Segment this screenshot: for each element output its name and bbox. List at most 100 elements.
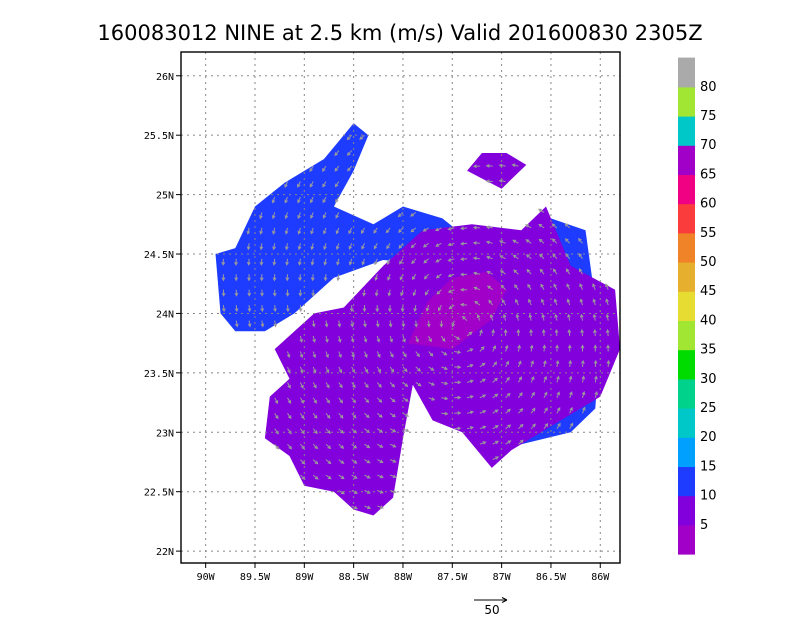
wind-vector bbox=[322, 212, 327, 219]
wind-vector bbox=[530, 391, 535, 399]
wind-vector bbox=[351, 474, 358, 479]
wind-vector bbox=[569, 406, 573, 414]
colorbar-swatch bbox=[678, 349, 695, 380]
wind-vector bbox=[402, 382, 409, 388]
wind-vector bbox=[556, 375, 560, 383]
wind-vector bbox=[505, 440, 512, 445]
wind-vector bbox=[479, 329, 483, 337]
colorbar-swatch bbox=[678, 291, 695, 321]
wind-vector bbox=[312, 443, 319, 450]
wind-vector bbox=[260, 289, 264, 297]
wind-vector bbox=[312, 459, 319, 465]
wind-vector bbox=[376, 397, 383, 403]
wind-vector bbox=[593, 344, 598, 352]
wind-vector bbox=[310, 274, 315, 282]
wind-vector bbox=[260, 320, 265, 328]
wind-vector bbox=[400, 289, 404, 297]
wind-vector bbox=[310, 243, 315, 251]
wind-vector bbox=[581, 391, 586, 398]
wind-vector bbox=[312, 397, 317, 404]
wind-vector bbox=[569, 391, 573, 398]
wind-vector bbox=[492, 377, 498, 383]
wind-vector bbox=[272, 227, 276, 235]
vector-scale-arrowhead bbox=[501, 597, 508, 603]
wind-vector bbox=[460, 226, 468, 231]
y-tick-label: 26N bbox=[156, 72, 174, 83]
wind-vector bbox=[415, 366, 421, 372]
wind-vector bbox=[298, 274, 302, 282]
wind-vector bbox=[336, 274, 341, 282]
wind-vector bbox=[578, 268, 583, 275]
wind-vector bbox=[530, 360, 535, 368]
wind-vector bbox=[440, 335, 446, 342]
wind-vector bbox=[402, 397, 409, 402]
wind-vector bbox=[410, 211, 417, 217]
wind-vector bbox=[605, 328, 610, 337]
wind-vector bbox=[516, 328, 521, 337]
wind-vector bbox=[581, 375, 586, 383]
wind-vector bbox=[284, 181, 288, 188]
wind-vector bbox=[422, 227, 429, 232]
wind-vector bbox=[323, 274, 328, 282]
wind-vector bbox=[552, 268, 558, 275]
wind-vector bbox=[479, 394, 487, 399]
colorbar-label: 60 bbox=[700, 197, 717, 212]
wind-vector bbox=[309, 165, 314, 173]
wind-vector bbox=[526, 268, 532, 275]
wind-vector bbox=[439, 320, 444, 328]
wind-vector bbox=[351, 443, 358, 449]
wind-vector bbox=[389, 474, 397, 479]
colorbar-label: 25 bbox=[700, 401, 717, 416]
wind-vector bbox=[334, 181, 340, 188]
wind-vector bbox=[402, 366, 408, 373]
wind-vector bbox=[323, 243, 327, 251]
wind-vector bbox=[389, 351, 394, 358]
wind-vector bbox=[351, 505, 359, 510]
wind-vector bbox=[454, 411, 462, 415]
wind-vector bbox=[513, 269, 519, 275]
wind-vector bbox=[221, 274, 226, 282]
wind-vector bbox=[260, 305, 265, 313]
wind-vector bbox=[274, 413, 279, 420]
wind-vector bbox=[592, 298, 597, 306]
wind-vector bbox=[377, 505, 384, 509]
wind-vector bbox=[376, 366, 382, 373]
wind-vector bbox=[346, 134, 353, 141]
wind-vector bbox=[556, 422, 561, 429]
wind-vector bbox=[593, 328, 597, 337]
wind-vector bbox=[479, 378, 486, 383]
wind-vector bbox=[389, 428, 397, 433]
wind-vector bbox=[375, 320, 380, 328]
wind-vector bbox=[527, 283, 532, 290]
wind-vector bbox=[605, 283, 609, 290]
y-tick-label: 23.5N bbox=[144, 369, 174, 380]
wind-vector bbox=[312, 413, 318, 419]
wind-vector bbox=[348, 227, 353, 235]
wind-vector bbox=[460, 302, 468, 307]
wind-vector bbox=[466, 331, 473, 337]
speed-region-4 bbox=[407, 271, 507, 350]
wind-vector bbox=[505, 392, 511, 399]
wind-vector bbox=[389, 412, 396, 418]
wind-vector bbox=[285, 243, 289, 251]
wind-vector bbox=[423, 258, 429, 264]
wind-vector bbox=[338, 351, 342, 359]
wind-vector bbox=[310, 212, 314, 219]
wind-vector bbox=[338, 474, 345, 480]
wind-vector bbox=[528, 313, 533, 321]
wind-vector bbox=[325, 382, 330, 389]
wind-vector bbox=[298, 289, 303, 297]
wind-vector bbox=[447, 258, 455, 262]
wind-vector bbox=[540, 298, 545, 306]
wind-vector bbox=[386, 258, 391, 266]
wind-vector bbox=[310, 227, 314, 235]
wind-vector bbox=[479, 362, 486, 368]
wind-vector bbox=[286, 351, 291, 359]
wind-vector bbox=[518, 408, 524, 414]
wind-vector bbox=[541, 328, 546, 337]
colorbar-label: 5 bbox=[700, 518, 708, 533]
wind-vector bbox=[564, 238, 571, 244]
wind-vector bbox=[441, 411, 449, 416]
grid-lines bbox=[181, 52, 620, 563]
wind-vector bbox=[530, 407, 536, 414]
